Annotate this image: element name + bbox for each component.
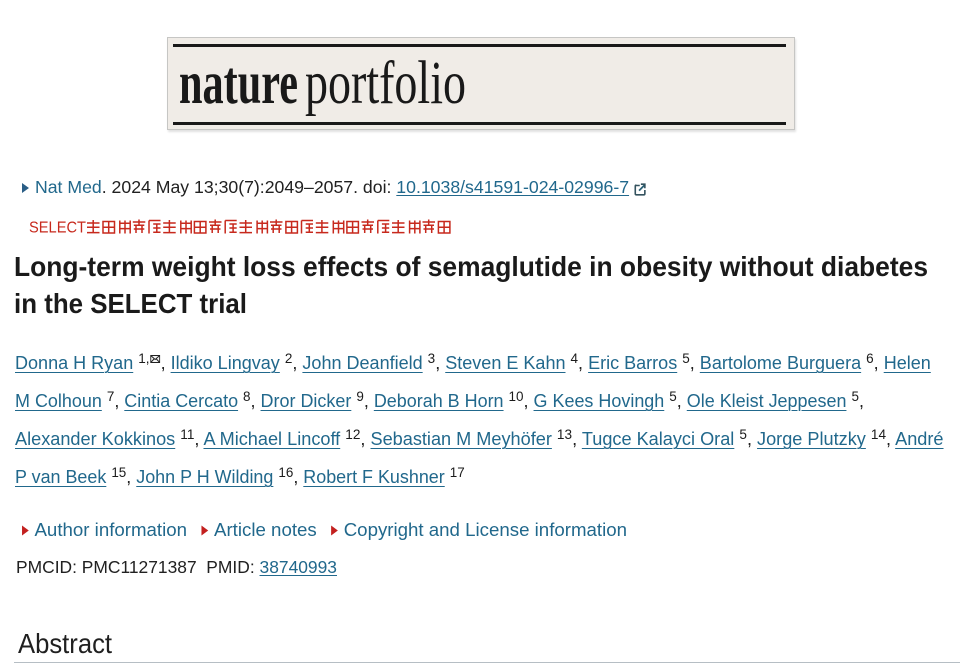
svg-text:portfolio: portfolio [305,50,466,117]
svg-text:SELECT: SELECT [29,220,86,237]
svg-text:nature: nature [179,50,298,117]
